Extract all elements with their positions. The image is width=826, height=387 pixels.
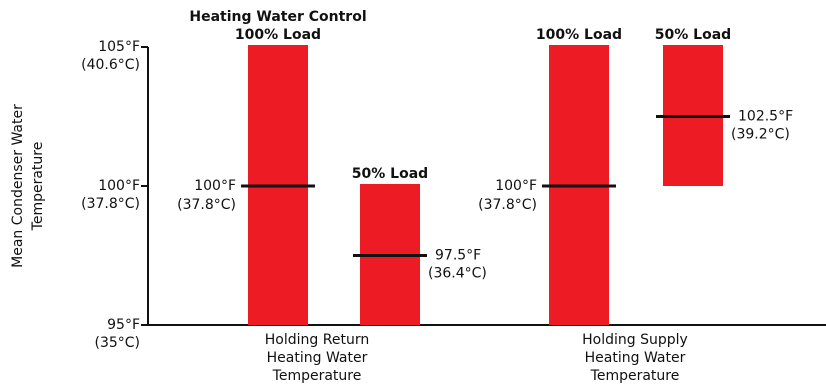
y-tick-label-f: 100°F (98, 178, 140, 194)
mean-value-label: 97.5°F (435, 248, 481, 264)
mean-value-label: 100°F (495, 178, 537, 194)
y-tick-label-c: (35°C) (94, 335, 140, 351)
category-label: Temperature (272, 368, 362, 384)
category-label: Temperature (590, 368, 680, 384)
y-axis-title: Temperature (30, 142, 46, 232)
mean-value-label: (37.8°C) (478, 197, 537, 213)
category-label: Holding Supply (582, 332, 688, 348)
y-tick-label-f: 105°F (98, 39, 140, 55)
y-axis-title: Mean Condenser Water (10, 104, 26, 268)
mean-value-label: 100°F (194, 178, 236, 194)
bar-title: 100% Load (235, 27, 321, 43)
category-label: Holding Return (265, 332, 369, 348)
y-tick-label-c: (40.6°C) (81, 57, 140, 73)
mean-value-label: 102.5°F (738, 109, 793, 125)
bar-title: Heating Water Control (189, 9, 366, 25)
mean-value-label: (36.4°C) (428, 266, 487, 282)
y-tick-label-c: (37.8°C) (81, 196, 140, 212)
category-label: Heating Water (267, 350, 368, 366)
bar-title: 50% Load (352, 166, 428, 182)
mean-value-label: (39.2°C) (731, 127, 790, 143)
category-label: Heating Water (585, 350, 686, 366)
y-tick-label-f: 95°F (107, 317, 140, 333)
bar-title: 50% Load (655, 27, 731, 43)
bar-title: 100% Load (536, 27, 622, 43)
mean-value-label: (37.8°C) (177, 197, 236, 213)
